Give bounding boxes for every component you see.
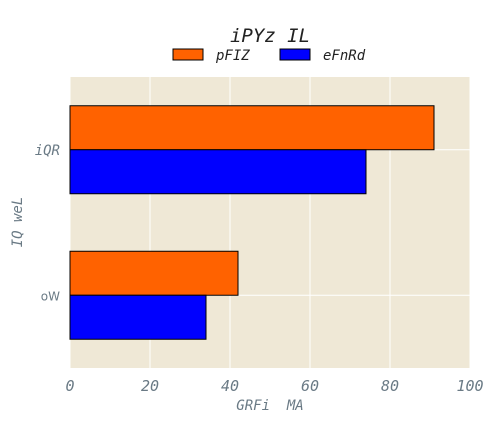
legend-swatch-efnrd (279, 48, 311, 61)
legend-label-pfiz: pFIZ (215, 48, 250, 64)
chart-title: iPYz IL (230, 25, 310, 47)
x-tick-label: 60 (301, 377, 319, 395)
bar-pfiz-ow (69, 250, 239, 296)
bar-efnrd-iqr (69, 149, 367, 195)
x-tick-label: 80 (381, 377, 399, 395)
y-axis-categories: iQR oW (35, 143, 60, 304)
bar-efnrd-ow (69, 294, 207, 340)
x-tick-label: 40 (221, 377, 239, 395)
legend: pFIZ eFnRd (172, 48, 366, 64)
x-tick-label: 100 (456, 377, 483, 395)
x-tick-label: 0 (65, 377, 74, 395)
y-axis-label: IQ weL (10, 197, 26, 248)
x-axis-ticks: 0 20 40 60 80 100 (65, 377, 483, 395)
bars (69, 105, 435, 340)
x-axis-label: GRFi MA (236, 398, 303, 414)
y-category-label: iQR (35, 143, 60, 159)
legend-swatch-pfiz (172, 48, 204, 61)
legend-label-efnrd: eFnRd (323, 48, 366, 64)
bar-pfiz-iqr (69, 105, 435, 151)
y-category-label: oW (41, 289, 60, 303)
x-tick-label: 20 (141, 377, 159, 395)
